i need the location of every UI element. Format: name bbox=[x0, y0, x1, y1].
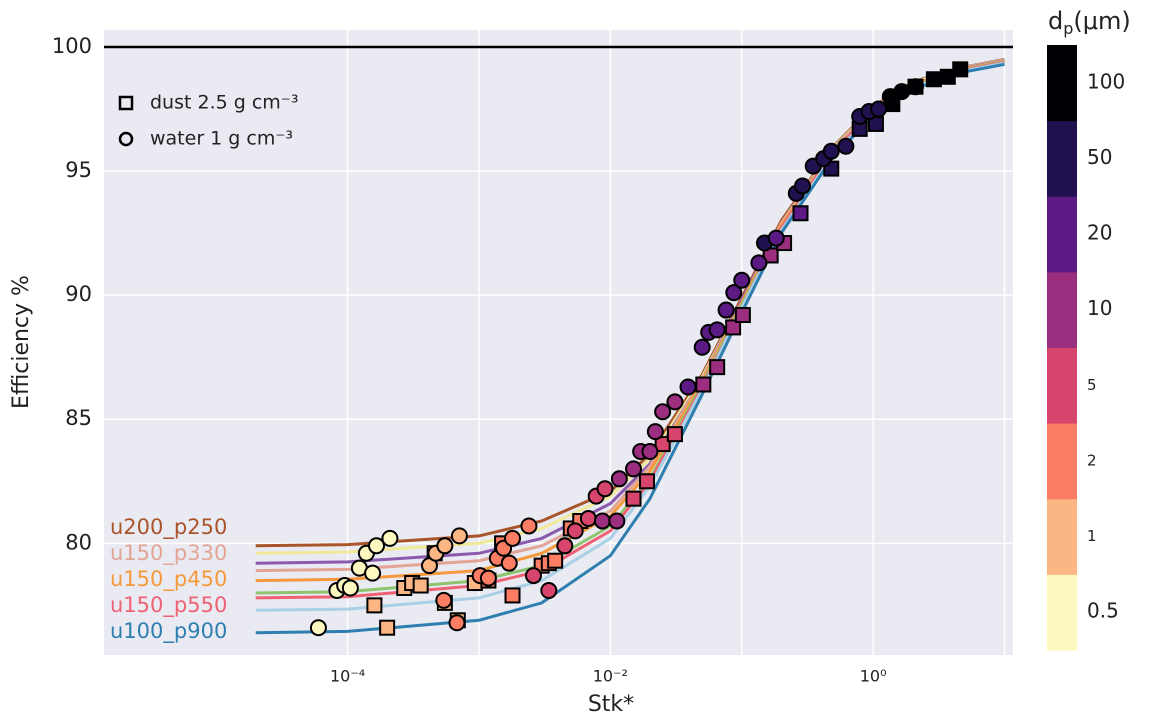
circle-marker bbox=[725, 284, 743, 302]
colorbar-bin bbox=[1047, 196, 1077, 273]
circle-marker bbox=[450, 527, 468, 545]
legend-marker bbox=[118, 95, 134, 111]
circle-marker bbox=[646, 423, 664, 441]
colorbar-bin bbox=[1047, 120, 1077, 197]
curve-label: u150_p450 bbox=[110, 567, 227, 592]
curve-label: u200_p250 bbox=[110, 515, 227, 540]
square-marker bbox=[379, 619, 396, 636]
square-marker bbox=[654, 436, 671, 453]
circle-marker bbox=[767, 229, 785, 247]
curve-label: u150_p550 bbox=[110, 593, 227, 618]
colorbar-label: 50 bbox=[1087, 145, 1112, 169]
legend-label: water 1 g cm⁻³ bbox=[150, 128, 293, 150]
colorbar-label: 2 bbox=[1087, 451, 1097, 469]
circle-marker bbox=[679, 378, 697, 396]
colorbar-label: 1 bbox=[1087, 527, 1097, 545]
colorbar-label: 20 bbox=[1087, 221, 1112, 245]
colorbar-bin bbox=[1047, 271, 1077, 348]
circle-marker bbox=[624, 460, 642, 478]
circle-marker bbox=[822, 142, 840, 160]
y-tick-label: 100 bbox=[52, 34, 92, 58]
colorbar-label: 100 bbox=[1087, 69, 1125, 93]
x-axis-label: Stk* bbox=[588, 692, 634, 717]
circle-marker bbox=[540, 581, 558, 599]
square-marker bbox=[666, 426, 683, 443]
circle-marker bbox=[610, 470, 628, 488]
circle-marker bbox=[794, 177, 812, 195]
circle-marker bbox=[654, 403, 672, 421]
legend-label: dust 2.5 g cm⁻³ bbox=[150, 92, 298, 114]
x-tick-label: 10⁻⁴ bbox=[330, 667, 365, 686]
colorbar-title-unit: (μm) bbox=[1073, 7, 1130, 35]
curve-label: u100_p900 bbox=[110, 619, 227, 644]
y-tick-label: 95 bbox=[65, 158, 92, 182]
circle-marker bbox=[504, 529, 522, 547]
square-marker bbox=[625, 490, 642, 507]
square-marker bbox=[925, 71, 942, 88]
y-tick-label: 80 bbox=[65, 530, 92, 554]
circle-marker bbox=[906, 78, 924, 96]
curve-label: u150_p330 bbox=[110, 541, 227, 566]
circle-marker bbox=[381, 529, 399, 547]
circle-marker bbox=[566, 522, 584, 540]
colorbar-label: 0.5 bbox=[1087, 599, 1119, 623]
square-marker bbox=[725, 319, 742, 336]
colorbar-label: 10 bbox=[1087, 296, 1112, 320]
circle-marker bbox=[717, 301, 735, 319]
circle-marker bbox=[435, 591, 453, 609]
circle-marker bbox=[436, 537, 454, 555]
circle-marker bbox=[708, 321, 726, 339]
circle-marker bbox=[524, 567, 542, 585]
colorbar-bin bbox=[1047, 498, 1077, 575]
circle-marker bbox=[368, 537, 386, 555]
square-marker bbox=[638, 473, 655, 490]
circle-marker bbox=[579, 510, 597, 528]
circle-marker bbox=[593, 512, 611, 530]
circle-marker bbox=[556, 537, 574, 555]
circle-marker bbox=[520, 517, 538, 535]
circle-marker bbox=[693, 338, 711, 356]
legend-marker bbox=[118, 131, 134, 147]
circle-marker bbox=[870, 100, 888, 118]
square-marker bbox=[547, 552, 564, 569]
colorbar-bin bbox=[1047, 45, 1077, 122]
y-tick-label: 85 bbox=[65, 406, 92, 430]
circle-marker bbox=[309, 619, 327, 637]
colorbar-bin bbox=[1047, 347, 1077, 424]
colorbar-title-main: d bbox=[1048, 7, 1063, 35]
y-axis-label: Efficiency % bbox=[9, 275, 34, 409]
square-marker bbox=[792, 205, 809, 222]
circle-marker bbox=[608, 512, 626, 530]
circle-marker bbox=[341, 579, 359, 597]
square-marker bbox=[709, 359, 726, 376]
circle-marker bbox=[750, 254, 768, 272]
circle-marker bbox=[666, 393, 684, 411]
square-marker bbox=[952, 61, 969, 78]
y-tick-label: 90 bbox=[65, 282, 92, 306]
square-marker bbox=[412, 577, 429, 594]
circle-marker bbox=[893, 83, 911, 101]
circle-marker bbox=[364, 564, 382, 582]
circle-marker bbox=[733, 271, 751, 289]
square-marker bbox=[504, 587, 521, 604]
square-marker bbox=[695, 376, 712, 393]
colorbar-title: dp(μm) bbox=[1048, 7, 1131, 38]
square-marker bbox=[734, 307, 751, 324]
colorbar-title-sub: p bbox=[1063, 19, 1073, 38]
x-tick-label: 10⁻² bbox=[593, 667, 628, 686]
circle-marker bbox=[500, 554, 518, 572]
x-tick-label: 10⁰ bbox=[860, 667, 887, 686]
square-marker bbox=[366, 597, 383, 614]
circle-marker bbox=[641, 443, 659, 461]
colorbar-bin bbox=[1047, 574, 1077, 651]
colorbar-bin bbox=[1047, 423, 1077, 500]
circle-marker bbox=[479, 569, 497, 587]
colorbar-label: 5 bbox=[1087, 376, 1097, 394]
circle-marker bbox=[448, 614, 466, 632]
circle-marker bbox=[596, 480, 614, 498]
circle-marker bbox=[837, 137, 855, 155]
